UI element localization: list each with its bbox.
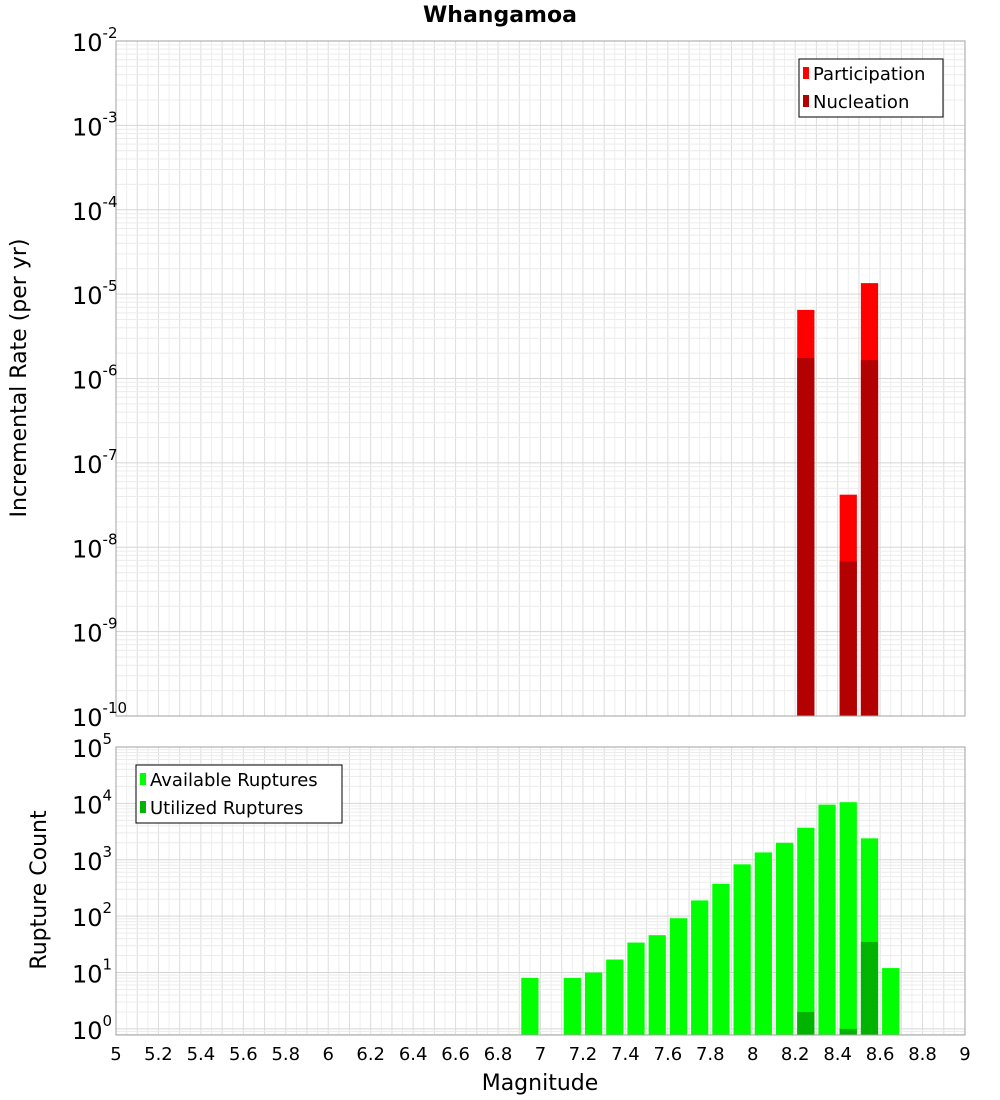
count-bar-0 <box>691 900 709 1035</box>
count-bar-1 <box>860 941 879 1035</box>
y-tick-label: 10-6 <box>72 362 118 395</box>
count-bar-0 <box>775 842 794 1035</box>
rate-bar-1 <box>797 357 815 716</box>
count-bar-0 <box>669 918 688 1035</box>
y-tick-label: 10-7 <box>72 446 118 479</box>
panel-rate: 10-10 10-9 10-8 10-7 10-6 10-5 10-4 10-3 10-2 Par… <box>72 24 966 732</box>
count-bar-0 <box>754 852 772 1035</box>
chart-title: Whangamoa <box>423 3 577 28</box>
y-tick-label: 101 <box>72 956 112 989</box>
count-bar-0 <box>606 959 624 1035</box>
count-bar-0 <box>584 972 603 1035</box>
x-tick-label: 8.2 <box>781 1044 810 1065</box>
count-bar-0 <box>712 883 730 1035</box>
x-tick-label: 6 <box>323 1044 334 1065</box>
x-tick-label: 9 <box>959 1044 970 1065</box>
y-tick-label: 10-2 <box>72 24 118 57</box>
y-tick-label: 103 <box>72 843 112 876</box>
y-tick-label: 102 <box>72 899 112 932</box>
x-tick-label: 7.4 <box>611 1044 640 1065</box>
y-tick-label: 10-10 <box>72 699 127 732</box>
y-tick-label: 104 <box>72 786 112 819</box>
rate-bar-1 <box>839 561 857 716</box>
count-bar-0 <box>797 827 815 1035</box>
legend-label: Nucleation <box>813 92 909 113</box>
top-y-axis-label: Incremental Rate (per yr) <box>7 239 32 518</box>
legend-swatch <box>803 95 809 107</box>
y-tick-label: 10-8 <box>72 530 118 563</box>
x-tick-label: 7.2 <box>569 1044 598 1065</box>
count-bar-0 <box>521 977 539 1035</box>
count-bar-0 <box>733 864 751 1035</box>
x-tick-label: 7.8 <box>696 1044 725 1065</box>
y-tick-label: 10-4 <box>72 193 118 226</box>
y-tick-label: 10-5 <box>72 277 118 310</box>
plot-frame <box>115 746 966 1036</box>
legend: Available Ruptures Utilized Ruptures <box>135 764 343 824</box>
rate-bar-1 <box>860 360 879 716</box>
bottom-y-axis-label: Rupture Count <box>27 810 52 970</box>
y-tick-label: 10-9 <box>72 615 118 648</box>
x-tick-label: 6.2 <box>356 1044 385 1065</box>
y-tick-label: 10-3 <box>72 108 118 141</box>
count-bar-0 <box>839 802 857 1035</box>
legend-label: Utilized Ruptures <box>150 798 303 819</box>
x-tick-label: 8.8 <box>908 1044 937 1065</box>
legend-swatch <box>140 801 146 813</box>
x-tick-label: 5.2 <box>144 1044 173 1065</box>
panel-count: 100 101 102 103 104 105 Available Ruptures Util… <box>72 730 966 1045</box>
x-tick-label: 5 <box>110 1044 121 1065</box>
legend-label: Participation <box>813 64 925 85</box>
x-tick-label: 6.8 <box>484 1044 513 1065</box>
legend-box <box>135 764 343 824</box>
count-bar-0 <box>818 804 836 1035</box>
count-bar-0 <box>882 968 900 1035</box>
count-bar-1 <box>797 1011 815 1035</box>
legend-label: Available Ruptures <box>150 770 318 791</box>
x-tick-label: 5.6 <box>229 1044 258 1065</box>
count-bar-0 <box>627 942 645 1035</box>
plot-frame <box>115 40 966 717</box>
count-bar-1 <box>839 1028 857 1035</box>
x-tick-label: 7 <box>535 1044 546 1065</box>
x-tick-label: 8.4 <box>823 1044 852 1065</box>
legend: Participation Nucleation <box>798 58 944 118</box>
legend-swatch <box>803 67 809 79</box>
x-tick-label: 5.4 <box>187 1044 216 1065</box>
legend-swatch <box>140 773 146 785</box>
x-tick-label: 7.6 <box>654 1044 683 1065</box>
x-tick-label: 8 <box>747 1044 758 1065</box>
x-axis-label: Magnitude <box>482 1071 599 1096</box>
x-tick-label: 8.6 <box>866 1044 895 1065</box>
x-tick-label: 6.6 <box>441 1044 470 1065</box>
y-tick-label: 100 <box>72 1012 112 1045</box>
count-bar-0 <box>648 935 666 1035</box>
y-tick-label: 105 <box>72 730 112 763</box>
x-tick-label: 5.8 <box>271 1044 300 1065</box>
count-bar-0 <box>563 977 581 1035</box>
legend-box <box>798 58 944 118</box>
x-tick-label: 6.4 <box>399 1044 428 1065</box>
